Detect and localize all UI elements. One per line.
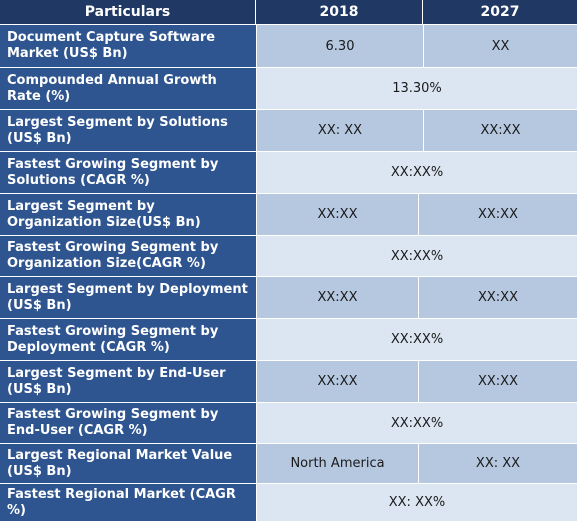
row-label: Compounded Annual Growth Rate (%) <box>0 68 256 109</box>
row-value-2018: 6.30 <box>257 25 423 67</box>
row-label: Document Capture Software Market (US$ Bn… <box>0 25 256 67</box>
row-value-2018: XX:XX <box>257 277 418 318</box>
row-label: Fastest Growing Segment by End-User (CAG… <box>0 403 256 443</box>
row-label: Fastest Growing Segment by Deployment (C… <box>0 319 256 360</box>
row-value-merged: 13.30% <box>257 68 577 109</box>
row-value-2027: XX <box>424 25 577 67</box>
row-value-2018: XX: XX <box>257 110 423 151</box>
row-value-2027: XX:XX <box>419 361 577 402</box>
row-value-merged: XX:XX% <box>257 319 577 360</box>
row-label: Largest Segment by End-User (US$ Bn) <box>0 361 256 402</box>
row-value-merged: XX:XX% <box>257 236 577 276</box>
row-value-2027: XX:XX <box>419 194 577 235</box>
row-label: Largest Segment by Organization Size(US$… <box>0 194 256 235</box>
header-2018: 2018 <box>256 0 423 24</box>
row-label: Largest Segment by Solutions (US$ Bn) <box>0 110 256 151</box>
row-value-2018: North America <box>257 444 418 483</box>
row-value-2027: XX: XX <box>419 444 577 483</box>
header-particulars: Particulars <box>0 0 256 24</box>
row-label: Fastest Growing Segment by Organization … <box>0 236 256 276</box>
row-label: Fastest Regional Market (CAGR %) <box>0 484 256 521</box>
row-label: Largest Regional Market Value (US$ Bn) <box>0 444 256 483</box>
row-label: Largest Segment by Deployment (US$ Bn) <box>0 277 256 318</box>
row-value-2018: XX:XX <box>257 361 418 402</box>
row-value-2027: XX:XX <box>419 277 577 318</box>
row-value-merged: XX:XX% <box>257 152 577 193</box>
row-label: Fastest Growing Segment by Solutions (CA… <box>0 152 256 193</box>
header-2027: 2027 <box>423 0 577 24</box>
row-value-merged: XX: XX% <box>257 484 577 521</box>
row-value-2018: XX:XX <box>257 194 418 235</box>
row-value-merged: XX:XX% <box>257 403 577 443</box>
row-value-2027: XX:XX <box>424 110 577 151</box>
